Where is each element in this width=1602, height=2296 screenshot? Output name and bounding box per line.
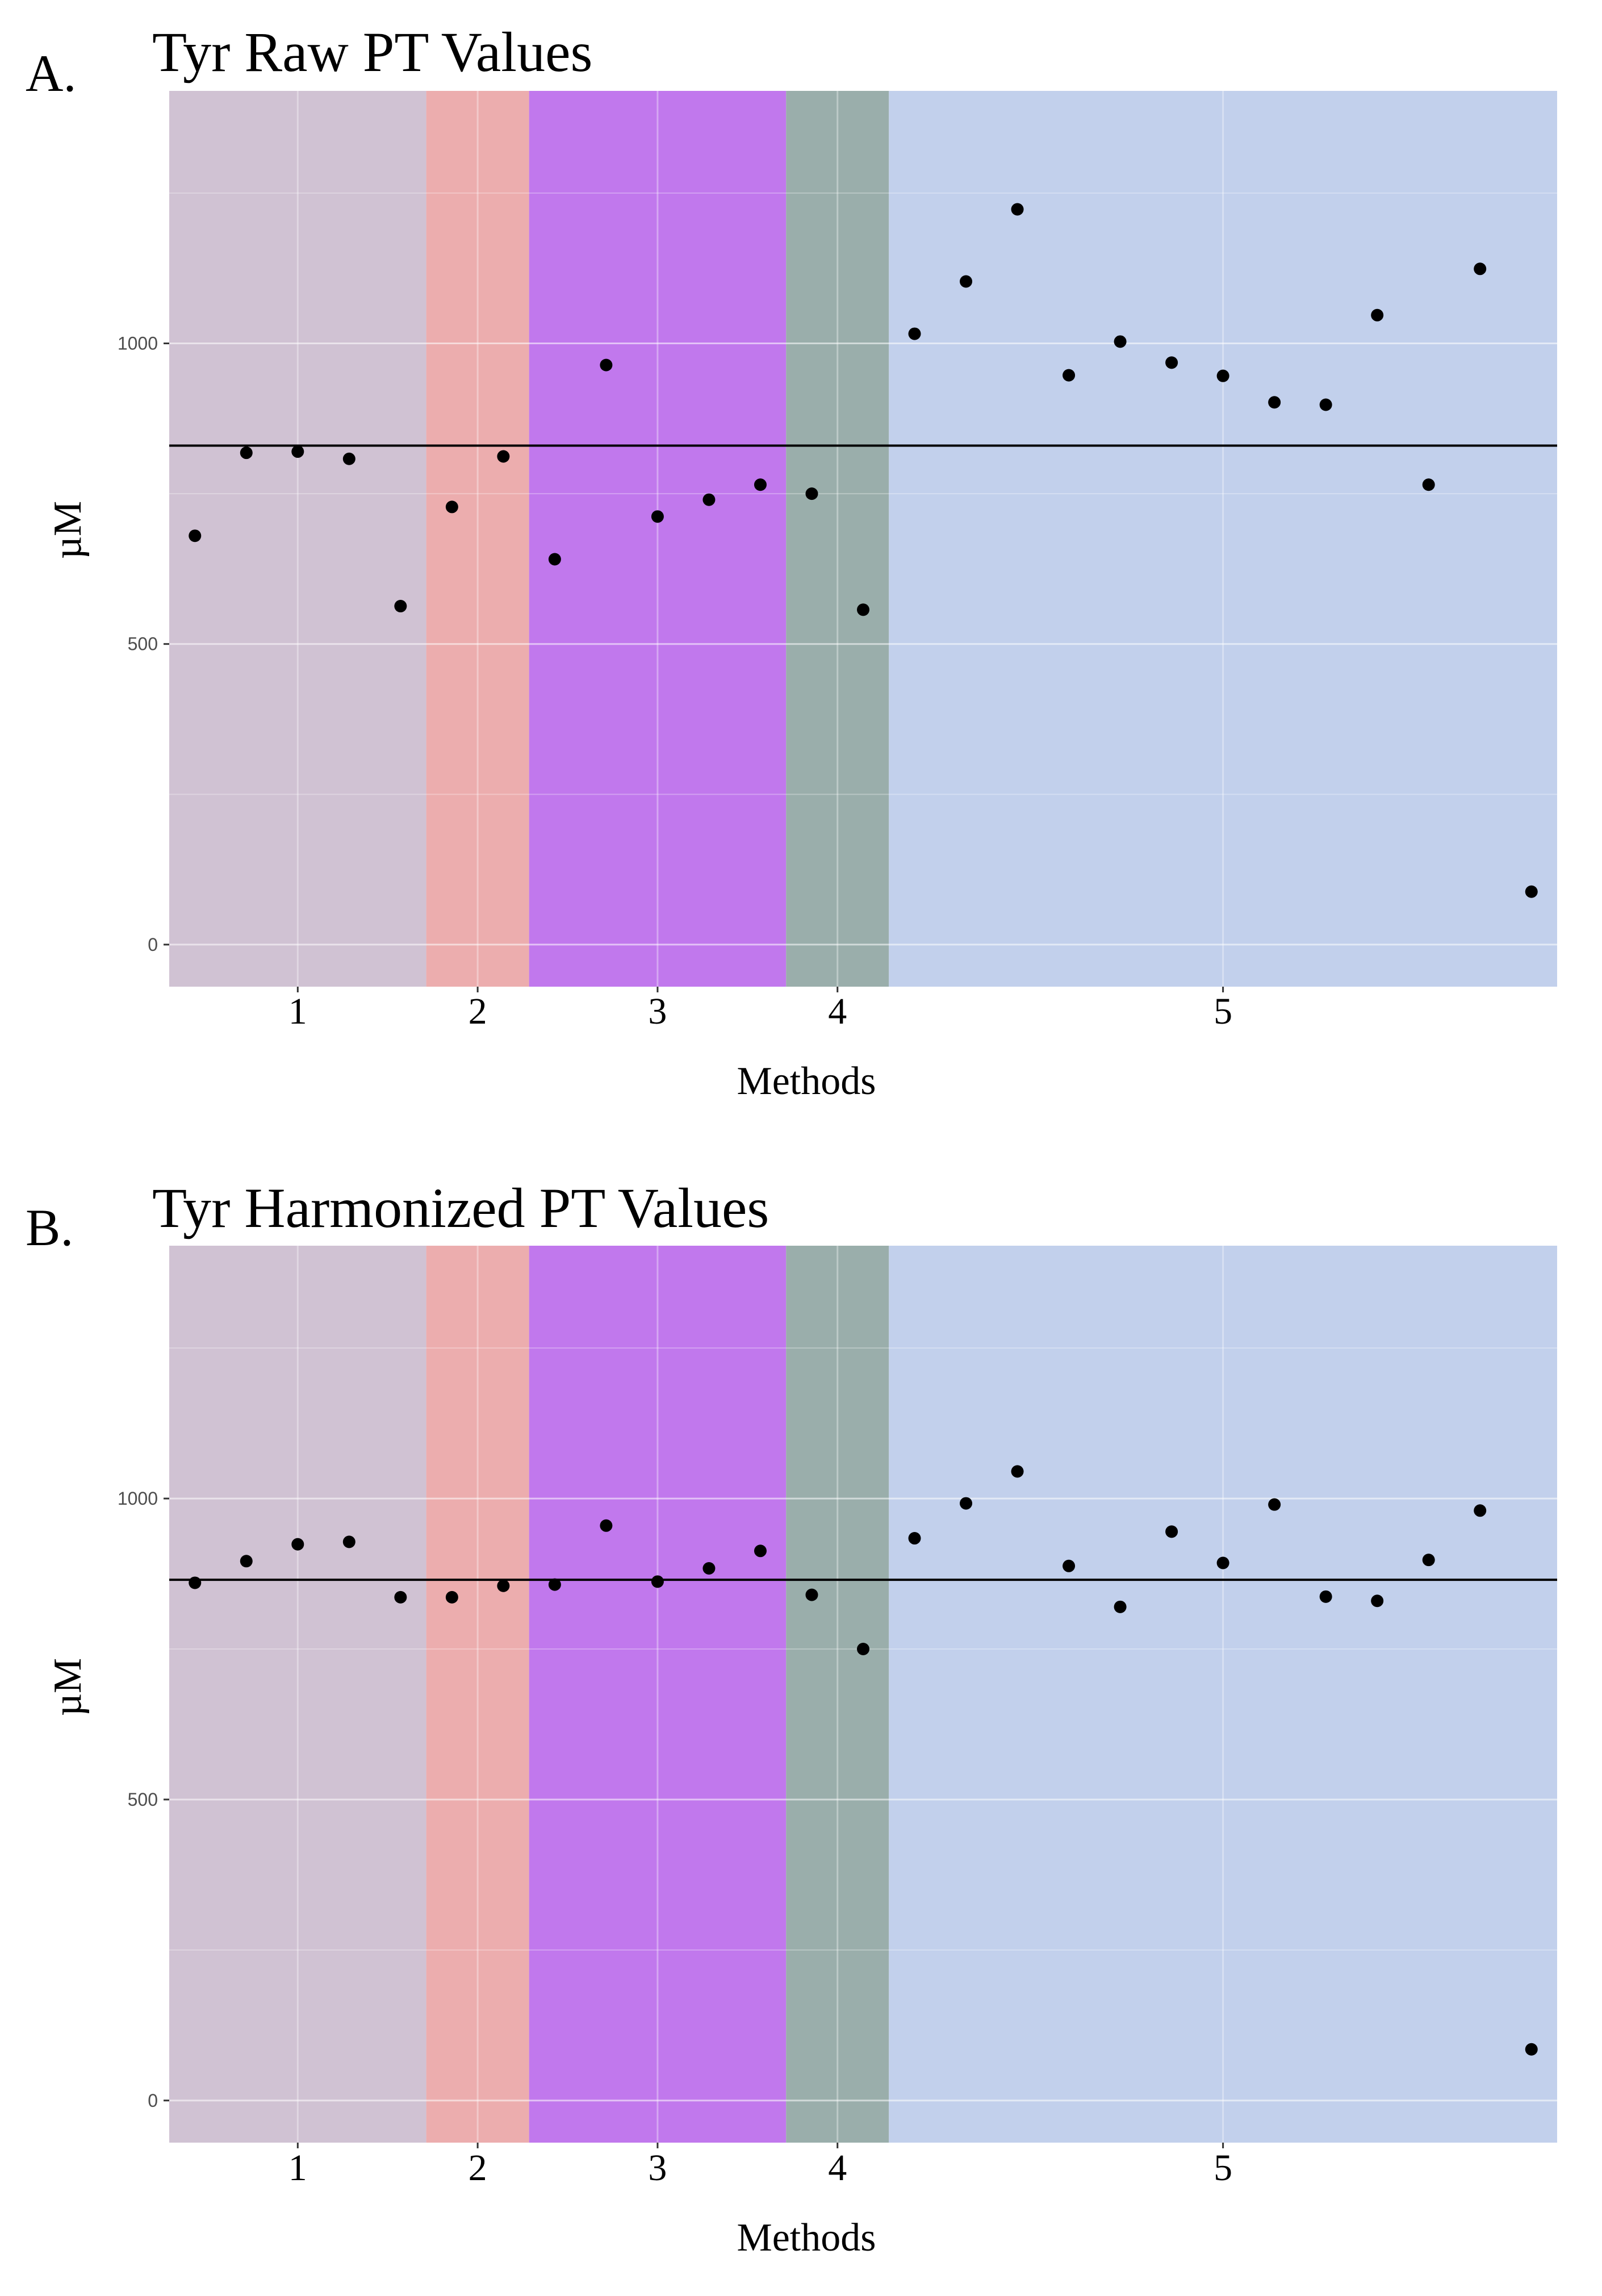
panel-a-x-axis-title: Methods	[737, 1059, 876, 1103]
panel-a-data-point	[1114, 335, 1127, 348]
panel-a-data-point	[1525, 885, 1538, 898]
panel-a-data-point	[908, 327, 921, 340]
panel-b: B. Tyr Harmonized PT Values 0 500 1000 1 2 3 4…	[26, 1176, 1557, 2260]
panel-a-data-point	[805, 487, 818, 500]
panel-b-data-point	[754, 1544, 767, 1558]
panel-a-x-tick-label: 2	[469, 991, 487, 1032]
panel-b-data-point	[1063, 1559, 1076, 1572]
panel-b-x-tick-label: 5	[1214, 2147, 1232, 2189]
panel-b-x-tick-label: 3	[648, 2147, 667, 2189]
panel-b-data-point	[189, 1576, 202, 1589]
panel-b-data-point	[908, 1532, 921, 1545]
panel-a-x-tick-label: 1	[288, 991, 307, 1032]
panel-b-data-point	[1216, 1556, 1229, 1569]
panel-b-x-tick-label: 4	[828, 2147, 847, 2189]
panel-a-y-tick-label: 1000	[118, 333, 158, 354]
panel-a-data-point	[1474, 262, 1487, 275]
panel-a-data-point	[1371, 308, 1384, 322]
panel-a-data-point	[960, 275, 973, 288]
panel-b-data-point	[497, 1579, 510, 1592]
panel-b-data-point	[805, 1588, 818, 1601]
panel-a-method-band-1	[169, 91, 426, 987]
panel-b-data-point	[1319, 1590, 1332, 1603]
panel-a-data-point	[1165, 356, 1178, 369]
panel-b-y-axis-title: µM	[46, 1658, 90, 1717]
panel-b-method-band-5	[889, 1246, 1557, 2143]
panel-b-method-band-2	[426, 1246, 529, 2143]
panel-b-x-tick-label: 2	[469, 2147, 487, 2189]
panel-a-data-point	[291, 445, 304, 458]
panel-a-data-point	[445, 500, 458, 514]
panel-a-letter: A.	[26, 44, 76, 102]
panel-a-data-point	[497, 450, 510, 463]
panel-a-x-tick-label: 4	[828, 991, 847, 1032]
panel-a-data-point	[240, 446, 253, 460]
panel-b-title: Tyr Harmonized PT Values	[152, 1176, 769, 1239]
panel-b-x-tick-label: 1	[288, 2147, 307, 2189]
panel-a-data-point	[548, 553, 561, 566]
panel-a-method-band-3	[529, 91, 787, 987]
panel-b-data-point	[857, 1643, 869, 1656]
panel-b-data-point	[1165, 1525, 1178, 1538]
panel-a: A. Tyr Raw PT Values 0 500 1000 1 2 3 4 5 Metho…	[26, 20, 1557, 1103]
panel-b-data-point	[1474, 1504, 1487, 1517]
panel-a-data-point	[1422, 478, 1435, 491]
panel-b-method-band-1	[169, 1246, 426, 2143]
panel-a-data-point	[1011, 203, 1024, 216]
panel-a-data-point	[342, 452, 355, 465]
panel-a-x-tick-label: 5	[1214, 991, 1232, 1032]
panel-b-data-point	[445, 1590, 458, 1604]
panel-b-data-point	[1371, 1594, 1384, 1608]
panel-a-data-point	[600, 358, 613, 371]
panel-b-data-point	[702, 1562, 716, 1575]
panel-b-method-band-4	[786, 1246, 889, 2143]
panel-a-title: Tyr Raw PT Values	[152, 20, 592, 84]
panel-b-data-point	[548, 1578, 561, 1591]
panel-a-data-point	[1216, 369, 1229, 382]
panel-a-data-point	[1063, 369, 1076, 382]
panel-b-data-point	[291, 1538, 304, 1551]
panel-a-method-band-5	[889, 91, 1557, 987]
panel-b-y-tick-label: 1000	[118, 1488, 158, 1509]
panel-a-y-tick-label: 500	[128, 634, 158, 654]
panel-b-data-point	[1268, 1498, 1281, 1511]
panel-a-data-point	[1319, 398, 1332, 411]
panel-b-data-point	[960, 1497, 973, 1510]
panel-a-data-point	[651, 510, 664, 523]
panel-b-x-axis-title: Methods	[737, 2216, 876, 2260]
panel-b-data-point	[394, 1590, 407, 1604]
panel-a-data-point	[754, 478, 767, 491]
panel-a-data-point	[189, 529, 202, 542]
panel-a-plot-area: 0 500 1000 1 2 3 4 5	[118, 91, 1557, 1032]
panel-b-data-point	[1114, 1600, 1127, 1613]
panel-a-data-point	[1268, 396, 1281, 409]
panel-a-x-tick-label: 3	[648, 991, 667, 1032]
panel-a-data-point	[702, 493, 716, 506]
panel-b-y-tick-label: 500	[128, 1789, 158, 1810]
panel-b-data-point	[1525, 2043, 1538, 2056]
panel-b-data-point	[1422, 1554, 1435, 1567]
panel-a-method-band-2	[426, 91, 529, 987]
panel-a-data-point	[857, 603, 869, 616]
panel-a-y-tick-label: 0	[148, 934, 158, 955]
panel-b-data-point	[342, 1535, 355, 1548]
panel-b-method-band-3	[529, 1246, 787, 2143]
panel-b-y-tick-label: 0	[148, 2090, 158, 2111]
panel-b-data-point	[651, 1575, 664, 1588]
panel-a-y-axis-title: µM	[46, 501, 90, 560]
panel-b-data-point	[240, 1555, 253, 1568]
panel-b-data-point	[600, 1519, 613, 1532]
panel-b-plot-area: 0 500 1000 1 2 3 4 5	[118, 1246, 1557, 2189]
panel-a-data-point	[394, 600, 407, 613]
panel-b-letter: B.	[26, 1199, 73, 1256]
panel-a-method-band-4	[786, 91, 889, 987]
panel-b-data-point	[1011, 1465, 1024, 1478]
